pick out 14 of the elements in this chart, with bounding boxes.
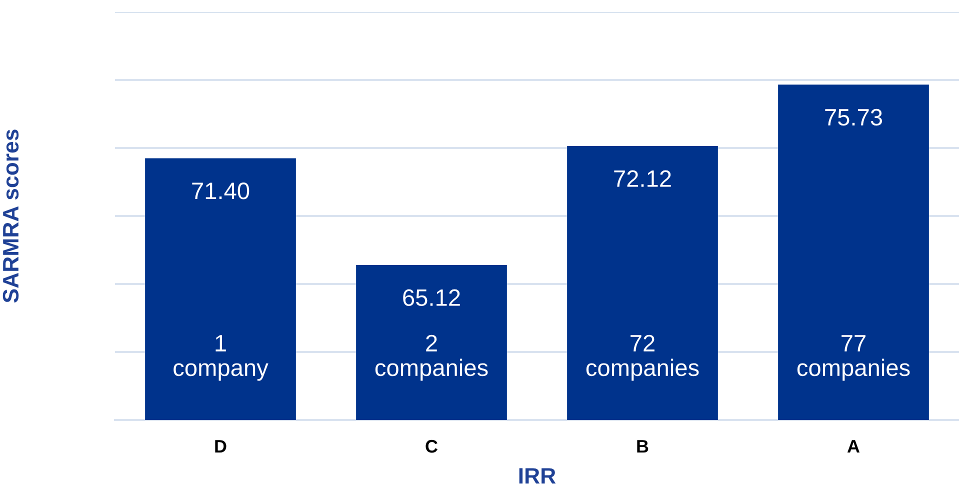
x-tick-label: D <box>215 440 226 453</box>
x-tick-label: B <box>637 440 648 453</box>
x-axis-title: IRR <box>519 468 556 484</box>
data-label: 71.40 <box>192 182 250 200</box>
data-label: 72.12 <box>614 170 671 187</box>
annotation: 1 company <box>174 335 268 381</box>
data-label: 65.12 <box>403 289 460 306</box>
data-label: 75.73 <box>825 108 882 126</box>
x-tick-label: C <box>426 440 438 453</box>
x-tick-label: A <box>847 440 860 453</box>
annotation: 72 companies <box>586 334 699 381</box>
annotation: 2 companies <box>375 334 488 381</box>
y-axis-title: SARMRA scores <box>2 130 19 303</box>
annotation: 77 companies <box>797 335 910 381</box>
